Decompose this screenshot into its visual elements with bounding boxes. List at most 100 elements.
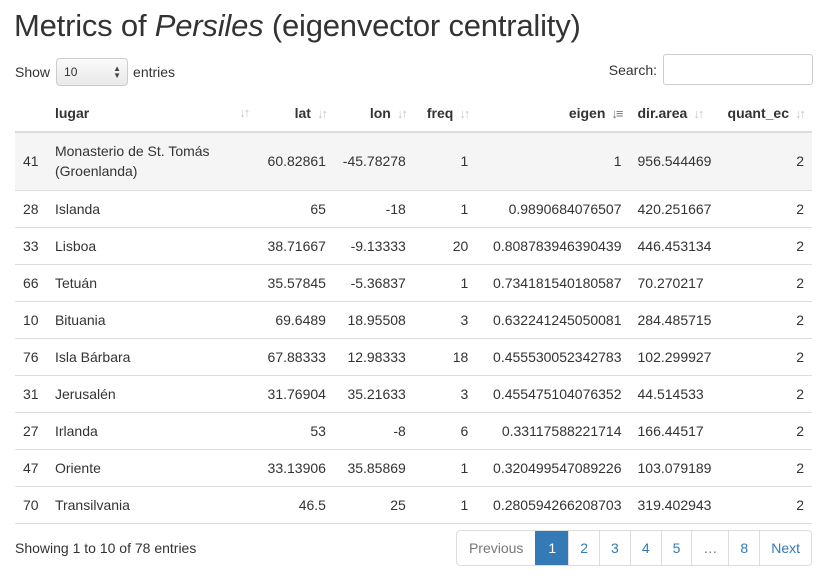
cell-freq: 3 bbox=[413, 374, 477, 412]
page-button-1[interactable]: 1 bbox=[535, 531, 569, 565]
sort-both-icon: ↓↑ bbox=[316, 105, 328, 121]
cell-lon: 18.95508 bbox=[333, 300, 414, 338]
cell-dir-area: 319.402943 bbox=[629, 485, 720, 524]
search-label: Search: bbox=[608, 61, 657, 78]
cell-quant-ec: 2 bbox=[719, 263, 812, 301]
col-header-lat[interactable]: lat ↓↑ bbox=[256, 94, 334, 133]
cell-lugar: Monasterio de St. Tomás (Groenlanda) bbox=[54, 143, 210, 180]
cell-lugar: Tetuán bbox=[46, 263, 257, 301]
sort-both-icon: ↓↑ bbox=[459, 105, 470, 121]
cell-eigen: 0.320499547089226 bbox=[476, 448, 630, 486]
title-prefix: Metrics of bbox=[14, 8, 155, 43]
cell-freq: 20 bbox=[413, 226, 477, 264]
cell-lon: -45.78278 bbox=[342, 153, 406, 170]
cell-freq: 1 bbox=[460, 153, 469, 170]
page-button-3[interactable]: 3 bbox=[599, 531, 630, 565]
cell-quant-ec: 2 bbox=[719, 226, 812, 264]
cell-lon: -18 bbox=[333, 189, 414, 227]
sort-both-icon: ↓↑ bbox=[239, 104, 250, 120]
col-header-lugar[interactable]: lugar ↓↑ bbox=[46, 94, 257, 133]
table-row[interactable]: 47 Oriente 33.13906 35.85869 1 0.320499547089… bbox=[15, 448, 812, 486]
cell-dir-area: 44.514533 bbox=[629, 374, 720, 412]
table-row[interactable]: 31 Jerusalén 31.76904 35.21633 3 0.4554751040… bbox=[15, 374, 812, 412]
cell-lat: 46.5 bbox=[256, 485, 334, 524]
cell-dir-area: 102.299927 bbox=[629, 337, 720, 375]
cell-eigen: 0.280594266208703 bbox=[476, 485, 630, 524]
cell-lugar: Transilvania bbox=[46, 485, 257, 524]
cell-id: 33 bbox=[15, 226, 47, 264]
title-suffix: (eigenvector centrality) bbox=[263, 8, 581, 43]
cell-lat: 38.71667 bbox=[256, 226, 334, 264]
cell-id: 66 bbox=[15, 263, 47, 301]
previous-button[interactable]: Previous bbox=[468, 540, 524, 556]
cell-lon: -8 bbox=[333, 411, 414, 449]
col-header-eigen[interactable]: eigen ↓≡ bbox=[476, 94, 630, 133]
cell-lon: 35.85869 bbox=[333, 448, 414, 486]
cell-dir-area: 420.251667 bbox=[629, 189, 720, 227]
cell-freq: 3 bbox=[413, 300, 477, 338]
table-row[interactable]: 28 Islanda 65 -18 1 0.9890684076507 420.251667… bbox=[15, 189, 812, 227]
cell-eigen: 0.734181540180587 bbox=[476, 263, 630, 301]
show-label: Show bbox=[15, 64, 51, 80]
table-info: Showing 1 to 10 of 78 entries bbox=[15, 540, 197, 556]
page-button-4[interactable]: 4 bbox=[629, 531, 661, 565]
search-input[interactable] bbox=[663, 54, 813, 85]
page-button-5[interactable]: 5 bbox=[660, 531, 692, 565]
cell-dir-area: 956.544469 bbox=[637, 153, 712, 170]
col-label: eigen bbox=[568, 104, 606, 121]
cell-lon: -9.13333 bbox=[333, 226, 414, 264]
col-header-dir-area[interactable]: dir.area ↓↑ bbox=[629, 94, 720, 133]
sort-desc-icon: ↓≡ bbox=[611, 105, 623, 121]
cell-id: 70 bbox=[15, 485, 47, 524]
next-button[interactable]: Next bbox=[759, 531, 811, 565]
cell-quant-ec: 2 bbox=[719, 300, 812, 338]
sort-both-icon: ↓↑ bbox=[693, 105, 704, 121]
cell-lugar: Lisboa bbox=[46, 226, 257, 264]
page-button-2[interactable]: 2 bbox=[568, 531, 599, 565]
data-table: lugar ↓↑ lat ↓↑ lon ↓↑ freq ↓↑ eigen ↓≡ dir.a… bbox=[15, 94, 812, 524]
pagination: Previous 1 2 3 4 5 … 8 Next bbox=[455, 530, 812, 566]
cell-lat: 31.76904 bbox=[256, 374, 334, 412]
search-control: Search: bbox=[609, 54, 813, 85]
cell-eigen: 1 bbox=[613, 153, 622, 170]
cell-eigen: 0.455530052342783 bbox=[476, 337, 630, 375]
cell-lat: 67.88333 bbox=[256, 337, 334, 375]
entries-select[interactable]: 10 ▲ ▼ bbox=[56, 58, 129, 86]
cell-dir-area: 70.270217 bbox=[629, 263, 720, 301]
cell-quant-ec: 2 bbox=[719, 485, 812, 524]
col-header-quant-ec[interactable]: quant_ec ↓↑ bbox=[719, 94, 812, 133]
table-row[interactable]: 27 Irlanda 53 -8 6 0.33117588221714 166.44517 2 bbox=[15, 411, 812, 449]
col-label: lugar bbox=[54, 104, 90, 121]
page-button-8[interactable]: 8 bbox=[728, 531, 759, 565]
cell-freq: 1 bbox=[413, 485, 477, 524]
cell-freq: 1 bbox=[413, 448, 477, 486]
header-row: lugar ↓↑ lat ↓↑ lon ↓↑ freq ↓↑ eigen ↓≡ dir.a… bbox=[15, 94, 812, 133]
cell-lon: 12.98333 bbox=[333, 337, 414, 375]
page-title: Metrics of Persiles (eigenvector central… bbox=[14, 8, 581, 44]
table-row[interactable]: 33 Lisboa 38.71667 -9.13333 20 0.808783946390… bbox=[15, 226, 812, 264]
table-row[interactable]: 70 Transilvania 46.5 25 1 0.280594266208703 31… bbox=[15, 485, 812, 524]
col-header-index[interactable] bbox=[15, 94, 47, 133]
col-header-freq[interactable]: freq ↓↑ bbox=[413, 94, 477, 133]
cell-eigen: 0.632241245050081 bbox=[476, 300, 630, 338]
col-label: freq bbox=[426, 104, 454, 121]
cell-lugar: Bituania bbox=[46, 300, 257, 338]
table-row[interactable]: 10 Bituania 69.6489 18.95508 3 0.632241245050… bbox=[15, 300, 812, 338]
cell-dir-area: 284.485715 bbox=[629, 300, 720, 338]
cell-quant-ec: 2 bbox=[719, 374, 812, 412]
cell-lon: 25 bbox=[333, 485, 414, 524]
entries-label: entries bbox=[133, 64, 176, 80]
cell-lugar: Oriente bbox=[46, 448, 257, 486]
table-row[interactable]: 76 Isla Bárbara 67.88333 12.98333 18 0.455530… bbox=[15, 337, 812, 375]
cell-id: 28 bbox=[15, 189, 47, 227]
col-header-lon[interactable]: lon ↓↑ bbox=[333, 94, 414, 133]
table-row[interactable]: 41 Monasterio de St. Tomás (Groenlanda) 60… bbox=[15, 132, 812, 190]
table-row[interactable]: 66 Tetuán 35.57845 -5.36837 1 0.7341815401805… bbox=[15, 263, 812, 301]
cell-lat: 53 bbox=[256, 411, 334, 449]
cell-lon: -5.36837 bbox=[333, 263, 414, 301]
cell-lon: 35.21633 bbox=[333, 374, 414, 412]
cell-id: 41 bbox=[23, 153, 39, 170]
cell-dir-area: 446.453134 bbox=[629, 226, 720, 264]
cell-dir-area: 166.44517 bbox=[629, 411, 720, 449]
